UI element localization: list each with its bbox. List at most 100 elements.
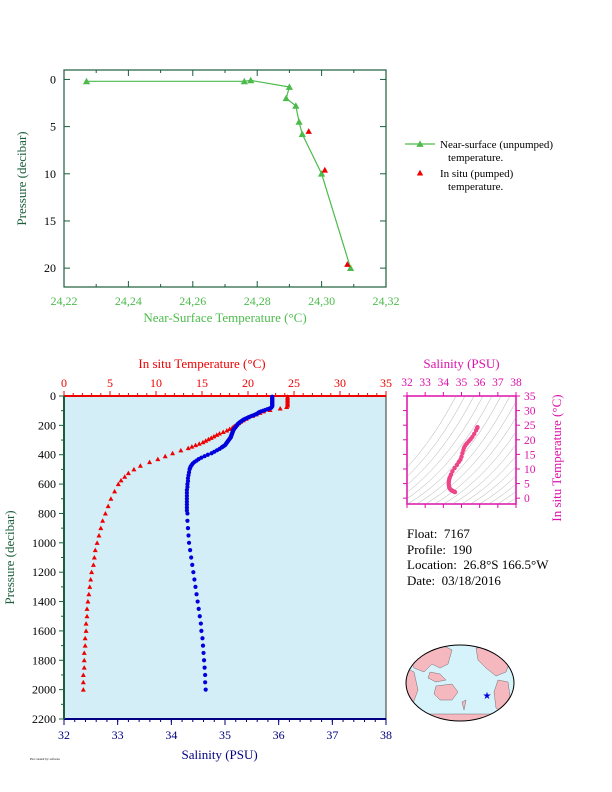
profile-temperature-point bbox=[137, 463, 143, 468]
near-surface-pumped-point bbox=[305, 128, 312, 134]
profile-temperature-point bbox=[102, 510, 108, 516]
profile-temperature-point bbox=[118, 477, 124, 483]
profile-temperature-point bbox=[91, 555, 97, 560]
near-surface-unpumped-point bbox=[240, 77, 248, 85]
profile-pressure-tick-label: 1800 bbox=[32, 653, 56, 667]
profile-temperature-point bbox=[200, 439, 206, 445]
near-surface-y-tick-label: 5 bbox=[50, 120, 56, 134]
ts-density-contour bbox=[416, 396, 511, 504]
ts-point bbox=[452, 465, 457, 471]
profile-salinity-point bbox=[191, 570, 196, 575]
profile-pressure-tick-label: 600 bbox=[38, 477, 56, 491]
profile-salinity-point bbox=[203, 680, 208, 685]
profile-salinity-point bbox=[185, 511, 190, 516]
profile-salinity-point bbox=[209, 451, 214, 456]
legend-pumped-marker bbox=[416, 169, 424, 176]
profile-temperature-point bbox=[203, 438, 209, 443]
ts-density-contours bbox=[407, 396, 516, 504]
profile-temperature-point bbox=[80, 672, 86, 677]
profile-temperature-point bbox=[81, 650, 87, 655]
float-number: 7167 bbox=[443, 526, 470, 541]
ts-sal-tick-label: 36 bbox=[474, 377, 486, 389]
profile-temperature-point bbox=[105, 503, 111, 509]
profile-sal-tick-label: 37 bbox=[326, 728, 338, 742]
profile-temperature-point bbox=[82, 643, 88, 648]
location-row: Location: 26.8°S 166.5°W bbox=[407, 557, 548, 573]
near-surface-x-tick-label: 24,24 bbox=[115, 294, 142, 308]
profile-temperature-point bbox=[155, 456, 161, 462]
ts-density-contour bbox=[407, 396, 475, 486]
profile-temperature-point bbox=[224, 428, 230, 433]
legend-pumped-label-line2: temperature. bbox=[448, 181, 504, 193]
ts-temp-tick-label: 10 bbox=[524, 464, 536, 476]
profile-temperature-point bbox=[87, 584, 93, 589]
profile-salinity-point bbox=[201, 658, 207, 663]
ts-density-contour bbox=[407, 396, 493, 499]
profile-temp-tick-label: 30 bbox=[334, 376, 346, 390]
profile-temperature-point bbox=[162, 453, 168, 459]
profile-pressure-tick-label: 800 bbox=[38, 506, 56, 520]
ts-plot-frame bbox=[406, 395, 517, 505]
near-surface-plot-frame bbox=[63, 69, 387, 288]
near-surface-pumped-point bbox=[344, 261, 351, 267]
profile-temperature-point bbox=[131, 466, 137, 472]
profile-temperature-point bbox=[92, 547, 98, 553]
profile-salinity-point bbox=[184, 499, 189, 504]
profile-sal-tick-label: 33 bbox=[112, 728, 124, 742]
profile-salinity-point bbox=[186, 533, 191, 538]
map-indonesia bbox=[427, 671, 447, 683]
profile-salinity-point bbox=[189, 555, 194, 560]
near-surface-y-tick-label: 15 bbox=[44, 214, 56, 228]
profile-temperature-point bbox=[82, 635, 88, 641]
profile-salinity-point bbox=[190, 562, 195, 567]
map-antarctica bbox=[406, 713, 514, 721]
profile-salinity-point bbox=[200, 636, 205, 641]
profile-temp-tick-label: 20 bbox=[242, 376, 254, 390]
legend-unpumped-label-line2: temperature. bbox=[448, 152, 504, 164]
profile-temperature-point bbox=[277, 405, 283, 411]
profile-sal-axis-title: Salinity (PSU) bbox=[182, 747, 258, 762]
ts-density-contour bbox=[443, 431, 516, 504]
profile-salinity-point bbox=[196, 606, 201, 611]
profile-pressure-axis-title: Pressure (decibar) bbox=[2, 510, 17, 604]
profile-pressure-tick-label: 1000 bbox=[32, 536, 56, 550]
profile-temperature-point bbox=[125, 470, 131, 476]
near-surface-x-tick-label: 24,28 bbox=[244, 294, 271, 308]
legend-unpumped-label: Near-surface (unpumped) bbox=[440, 139, 553, 151]
profile-temperature-point bbox=[208, 435, 214, 440]
profile-salinity-point bbox=[188, 548, 193, 553]
profile-salinity-point bbox=[203, 687, 208, 692]
profile-temperature-point bbox=[196, 441, 202, 446]
profile-row: Profile: 190 bbox=[407, 542, 548, 558]
profile-temperature-point bbox=[90, 562, 96, 567]
profile-salinity-point bbox=[185, 526, 191, 531]
profile-salinity-point bbox=[185, 518, 190, 523]
near-surface-x-tick-label: 24,26 bbox=[179, 294, 206, 308]
near-surface-unpumped-point bbox=[318, 170, 326, 177]
location-value: 26.8°S 166.5°W bbox=[463, 557, 549, 572]
profile-sal-tick-label: 38 bbox=[380, 728, 392, 742]
ts-density-contour bbox=[407, 396, 502, 504]
profile-temperature-point bbox=[100, 518, 106, 523]
near-surface-y-axis-title: Pressure (decibar) bbox=[14, 131, 29, 225]
profile-salinity-point bbox=[185, 476, 191, 481]
profile-salinity-point bbox=[198, 621, 203, 626]
profile-temperature-point bbox=[205, 436, 211, 442]
profile-temperature-point bbox=[284, 404, 290, 410]
ts-temp-tick-label: 35 bbox=[524, 391, 536, 403]
near-surface-unpumped-line bbox=[86, 79, 352, 269]
profile-sal-tick-label: 35 bbox=[219, 728, 231, 742]
ts-temp-tick-label: 30 bbox=[524, 406, 536, 418]
ts-point bbox=[473, 428, 479, 433]
float-info: Float: 7167 Profile: 190 Location: 26.8°… bbox=[407, 526, 548, 588]
profile-temperature-point bbox=[84, 613, 90, 619]
map-float-location-icon: ★ bbox=[483, 691, 492, 702]
profile-salinity-point bbox=[184, 487, 189, 493]
profile-temperature-point bbox=[81, 657, 87, 663]
profile-salinity-point bbox=[192, 577, 197, 582]
profile-temperature-point bbox=[89, 569, 95, 575]
profile-pressure-tick-label: 1200 bbox=[32, 565, 56, 579]
ts-density-contour bbox=[470, 466, 516, 504]
profile-salinity-point bbox=[202, 665, 207, 670]
profile-temp-axis-title: In situ Temperature (°C) bbox=[138, 356, 265, 371]
